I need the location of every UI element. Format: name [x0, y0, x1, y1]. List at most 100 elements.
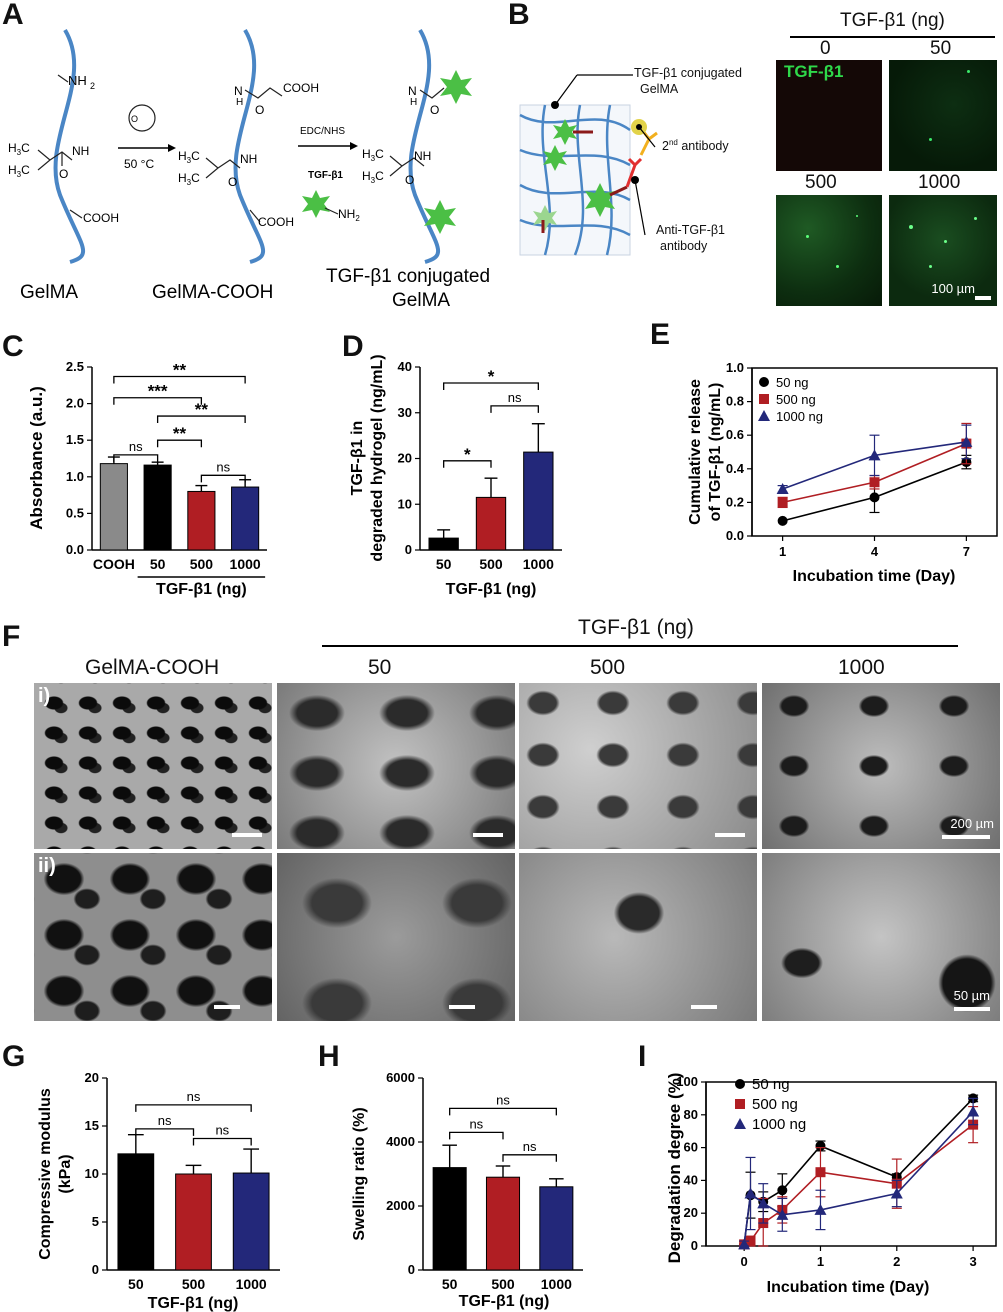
panel-label-b: B — [508, 0, 530, 31]
x-tick-label: 500 — [190, 556, 214, 572]
y-tick-label: 20 — [684, 1205, 698, 1220]
y-axis-label: Absorbance (a.u.) — [27, 386, 46, 530]
svg-text:H: H — [236, 97, 243, 108]
y-tick-label: 0.0 — [66, 542, 84, 557]
x-tick-label: 50 — [442, 1276, 458, 1292]
significance-bracket — [449, 1107, 557, 1116]
scale-bar — [975, 296, 991, 300]
b-dose-50: 50 — [930, 38, 952, 59]
panel-label-h: H — [318, 1040, 340, 1073]
significance-label: ns — [187, 1089, 201, 1104]
significance-label: * — [464, 445, 471, 464]
series-line — [743, 1124, 974, 1246]
svg-text:NH: NH — [414, 149, 431, 163]
significance-bracket — [156, 439, 203, 448]
svg-text:N: N — [408, 84, 417, 98]
svg-text:O: O — [131, 114, 138, 124]
data-point — [777, 515, 788, 526]
x-axis-label: TGF-β1 (ng) — [459, 1293, 550, 1310]
y-tick-label: 4000 — [386, 1134, 415, 1149]
scale-label-f-top: 200 µm — [950, 816, 994, 831]
svg-text:COOH: COOH — [283, 81, 319, 95]
y-axis-label: (kPa) — [57, 1154, 74, 1193]
y-tick-label: 20 — [85, 1070, 99, 1085]
x-tick-label: 0 — [741, 1254, 748, 1269]
legend-label: 500 ng — [752, 1096, 798, 1113]
y-tick-label: 60 — [684, 1140, 698, 1155]
y-tick-label: 10 — [85, 1166, 99, 1181]
scale-bar — [954, 1007, 990, 1011]
legend-marker — [735, 1079, 745, 1089]
significance-label: ns — [216, 459, 230, 474]
data-point — [868, 449, 881, 461]
b-header-line — [790, 36, 995, 38]
sem-image-cooh-high: ii) — [34, 853, 272, 1021]
scale-bar — [691, 1005, 717, 1009]
x-tick-label: 50 — [150, 556, 166, 572]
x-axis-label: Incubation time (Day) — [793, 568, 956, 585]
bar — [539, 1186, 574, 1271]
y-tick-label: 0 — [92, 1262, 99, 1277]
y-tick-label: 2000 — [386, 1198, 415, 1213]
data-point — [777, 497, 788, 508]
y-tick-label: 2.0 — [66, 396, 84, 411]
y-tick-label: 0.4 — [726, 461, 745, 476]
x-tick-label: COOH — [93, 556, 135, 572]
tgf-star-icon — [424, 200, 456, 234]
panel-a-scheme: NH 2 H3C H3C NH O COOH O 50 °C NH COOH O… — [8, 28, 490, 311]
conjugated-chain — [408, 28, 441, 264]
sem-image-cooh-low: i) — [34, 683, 272, 849]
legend-marker — [734, 1118, 746, 1129]
caption-conjugated: TGF-β1 conjugated — [326, 266, 490, 287]
y-tick-label: 100 — [676, 1074, 698, 1089]
x-axis-label: Incubation time (Day) — [767, 1279, 930, 1296]
significance-bracket — [113, 454, 159, 462]
panel-label-g: G — [2, 1040, 26, 1073]
svg-text:NH2: NH2 — [338, 207, 360, 223]
x-axis-label: TGF-β1 (ng) — [156, 581, 247, 598]
y-tick-label: 0 — [408, 1262, 415, 1277]
panel-label-d: D — [342, 330, 364, 363]
bar — [117, 1153, 155, 1271]
plot-frame — [705, 1081, 997, 1247]
y-tick-label: 0.8 — [726, 394, 744, 409]
y-axis-label: Compressive modulus — [37, 1088, 54, 1260]
significance-label: ns — [469, 1116, 483, 1131]
data-point — [776, 482, 789, 494]
scale-bar — [942, 835, 990, 839]
significance-bracket — [135, 1128, 195, 1136]
svg-text:H3C: H3C — [362, 147, 384, 163]
y-tick-label: 0.5 — [66, 505, 84, 520]
significance-bracket — [502, 1154, 557, 1162]
svg-text:NH: NH — [72, 144, 89, 158]
fluorescence-image-0: TGF-β1 — [776, 60, 882, 171]
gelma-chain — [53, 28, 86, 264]
fluorescence-image-500 — [776, 195, 882, 306]
fluorescence-image-1000: 100 µm — [889, 195, 997, 306]
sem-image-1000-high: 50 µm — [762, 853, 1000, 1021]
legend-marker — [758, 410, 770, 421]
significance-label: ns — [496, 1092, 510, 1107]
y-tick-label: 6000 — [386, 1070, 415, 1085]
svg-text:H3C: H3C — [178, 171, 200, 187]
f-col-1000: 1000 — [838, 656, 885, 679]
panel-b-schematic — [519, 74, 658, 256]
svg-text:O: O — [255, 103, 264, 117]
bar — [143, 464, 172, 551]
bar — [432, 1167, 467, 1271]
significance-label: ns — [215, 1122, 229, 1137]
x-axis-label: TGF-β1 (ng) — [446, 581, 537, 598]
x-tick-label: 1 — [817, 1254, 824, 1269]
svg-text:O: O — [430, 103, 439, 117]
data-point — [777, 1185, 788, 1196]
significance-label: ns — [508, 390, 522, 405]
f-col-50: 50 — [368, 656, 392, 679]
y-tick-label: 30 — [398, 405, 412, 420]
legend-label: 1000 ng — [752, 1116, 806, 1133]
y-tick-label: 0 — [405, 542, 412, 557]
y-tick-label: 40 — [398, 359, 412, 374]
svg-text:GelMA: GelMA — [392, 290, 450, 311]
bar — [232, 1172, 270, 1271]
x-axis-label: TGF-β1 (ng) — [148, 1295, 239, 1312]
